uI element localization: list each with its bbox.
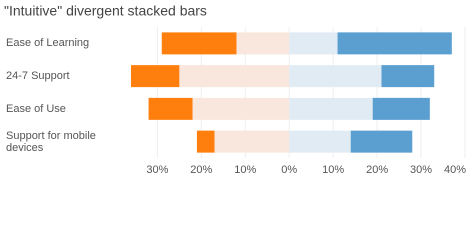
bar-segment bbox=[381, 65, 435, 88]
bar-segment bbox=[161, 32, 237, 55]
chart: "Intuitive" divergent stacked bars 30% 20… bbox=[4, 3, 466, 176]
bar-segment bbox=[214, 130, 290, 153]
chart-svg: "Intuitive" divergent stacked bars 30% 20… bbox=[4, 3, 466, 176]
category-label: Support for mobile devices bbox=[6, 129, 96, 154]
bar-segment bbox=[372, 97, 430, 120]
bar-segment bbox=[350, 130, 413, 153]
bar-segment bbox=[179, 65, 290, 88]
category-label: Ease of Learning bbox=[6, 37, 90, 50]
bar-segment bbox=[196, 130, 215, 153]
bar-segment bbox=[289, 130, 351, 153]
x-tick-label: 20% bbox=[366, 164, 388, 176]
bar-segment bbox=[337, 32, 452, 55]
bar-segment bbox=[289, 65, 382, 88]
x-tick-label: 10% bbox=[322, 164, 344, 176]
bar-segment bbox=[130, 65, 180, 88]
x-tick-label: 40% bbox=[444, 164, 466, 176]
x-tick-label: 0% bbox=[281, 164, 297, 176]
x-tick-label: 30% bbox=[146, 164, 168, 176]
x-tick-label: 20% bbox=[190, 164, 212, 176]
x-tick-label: 10% bbox=[234, 164, 256, 176]
x-tick-label: 30% bbox=[410, 164, 432, 176]
bar-segment bbox=[289, 97, 373, 120]
bar-segment bbox=[192, 97, 290, 120]
chart-title: "Intuitive" divergent stacked bars bbox=[4, 3, 207, 19]
bar-segment bbox=[289, 32, 338, 55]
category-label: Ease of Use bbox=[6, 102, 66, 115]
bar-segment bbox=[236, 32, 290, 55]
bar-segment bbox=[148, 97, 193, 120]
category-label: 24-7 Support bbox=[6, 70, 70, 83]
